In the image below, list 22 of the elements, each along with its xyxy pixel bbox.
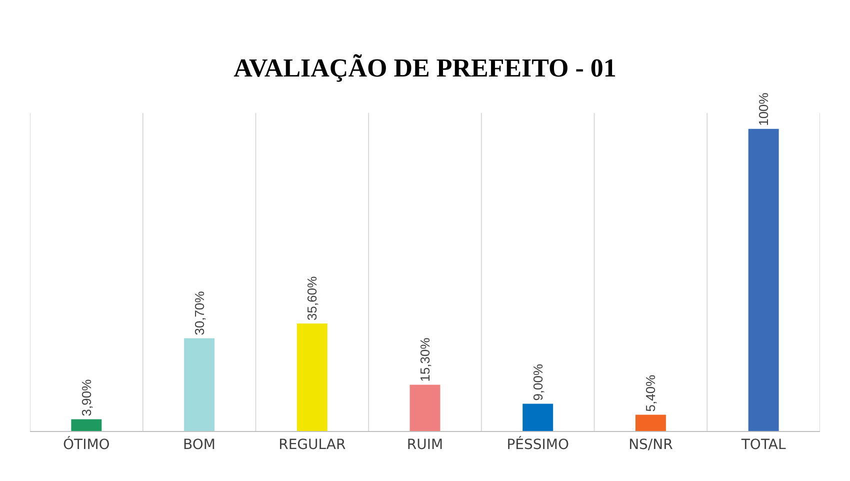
data-label: 9,00% xyxy=(530,364,546,401)
x-tick-label: REGULAR xyxy=(278,436,346,453)
chart-title: AVALIAÇÃO DE PREFEITO - 01 xyxy=(234,53,616,82)
data-label: 5,40% xyxy=(643,374,658,412)
data-label: 100% xyxy=(756,92,772,126)
bar xyxy=(522,404,554,431)
data-label: 30,70% xyxy=(192,290,207,336)
data-label: 3,90% xyxy=(78,378,94,416)
x-tick-label: RUIM xyxy=(406,436,444,453)
bar xyxy=(635,414,666,431)
x-tick-label: ÓTIMO xyxy=(63,436,110,453)
bar xyxy=(184,338,215,431)
bar xyxy=(296,323,328,431)
data-label: 15,30% xyxy=(418,337,432,382)
bar xyxy=(71,419,102,431)
x-tick-label: BOM xyxy=(183,436,216,453)
data-label: 35,60% xyxy=(304,276,320,320)
bar xyxy=(748,128,779,431)
x-tick-label: NS/NR xyxy=(628,436,674,453)
x-tick-label: TOTAL xyxy=(740,436,786,453)
bar xyxy=(410,384,440,431)
x-tick-label: PÉSSIMO xyxy=(506,436,570,453)
